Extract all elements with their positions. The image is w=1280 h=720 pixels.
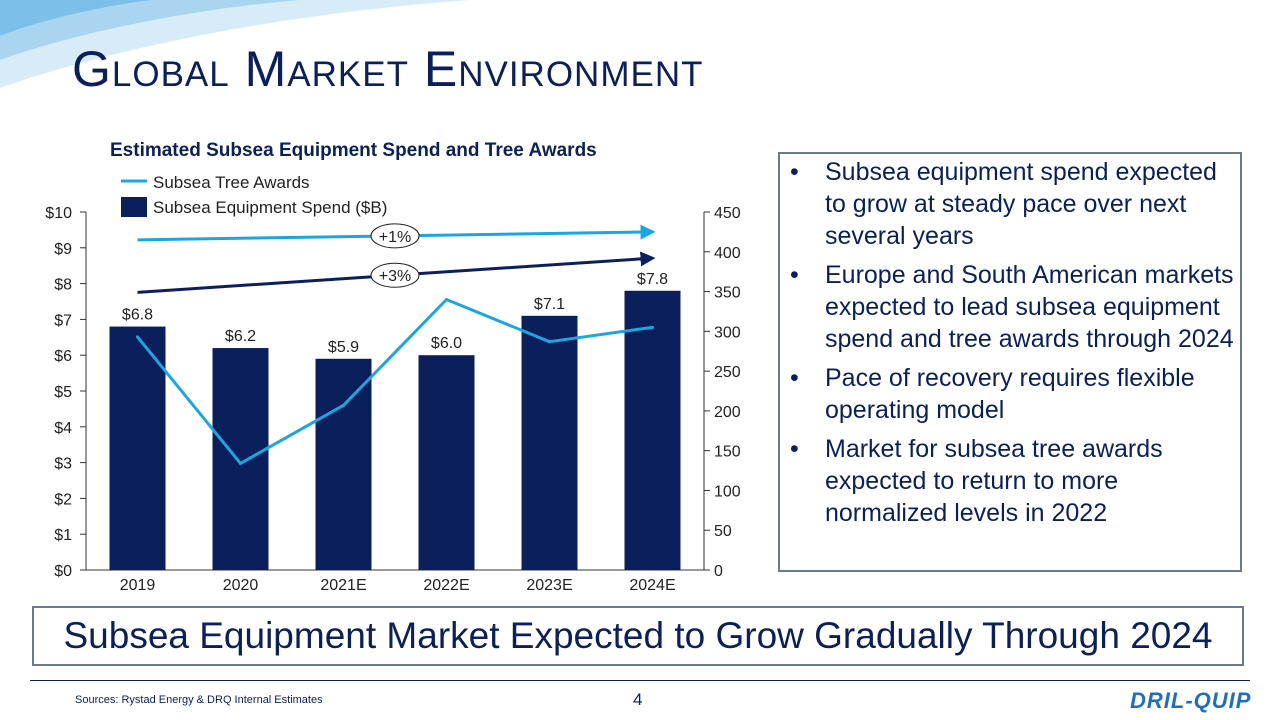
bullet-item: • Pace of recovery requires flexible ope…: [780, 362, 1240, 426]
bullet-item: • Subsea equipment spend expected to gro…: [780, 156, 1240, 252]
x-tick-label: 2024E: [629, 577, 675, 594]
bullet-dot-icon: •: [790, 158, 799, 186]
page-title: Global Market Environment: [72, 41, 704, 97]
bar-data-label: $7.8: [637, 271, 668, 288]
bullet-text: Pace of recovery requires flexible opera…: [825, 364, 1195, 424]
right-tick-label: 350: [714, 285, 741, 302]
right-tick-label: 450: [714, 205, 741, 222]
right-tick-label: 50: [714, 523, 732, 540]
x-tick-label: 2021E: [320, 577, 366, 594]
footer-divider: [30, 680, 1250, 681]
x-tick-label: 2022E: [423, 577, 469, 594]
bar-data-label: $7.1: [534, 296, 565, 313]
bar-spend: [521, 315, 578, 570]
left-tick-label: $8: [54, 277, 72, 294]
left-tick-label: $9: [54, 241, 72, 258]
page-number: 4: [633, 690, 643, 709]
bullet-dot-icon: •: [790, 364, 799, 392]
bar-data-label: $6.2: [225, 328, 256, 345]
tree-awards-point: [239, 461, 242, 465]
swoosh-mid: [0, 0, 300, 60]
bar-data-label: $5.9: [328, 339, 359, 356]
bar-spend: [418, 355, 475, 570]
tree-awards-point: [445, 298, 448, 302]
swoosh-dark: [0, 0, 150, 36]
left-tick-label: $2: [54, 491, 72, 508]
left-tick-label: $1: [54, 527, 72, 544]
x-tick-label: 2020: [223, 577, 259, 594]
key-points-box: • Subsea equipment spend expected to gro…: [778, 152, 1242, 572]
bullet-text: Europe and South American markets expect…: [825, 261, 1234, 353]
trend-badge: [370, 223, 420, 249]
tree-awards-point: [342, 403, 345, 407]
right-tick-label: 250: [714, 364, 741, 381]
bullet-item: • Europe and South American markets expe…: [780, 259, 1240, 355]
x-tick-label: 2023E: [526, 577, 572, 594]
right-tick-label: 100: [714, 483, 741, 500]
left-tick-label: $7: [54, 312, 72, 329]
right-tick-label: 150: [714, 444, 741, 461]
bar-data-label: $6.8: [122, 307, 153, 324]
headline-box: Subsea Equipment Market Expected to Grow…: [32, 606, 1244, 666]
chart-title: Estimated Subsea Equipment Spend and Tre…: [110, 140, 597, 161]
source-note: Sources: Rystad Energy & DRQ Internal Es…: [75, 694, 323, 706]
tree-awards-point: [651, 325, 654, 329]
tree-awards-point: [136, 335, 139, 339]
left-tick-label: $4: [54, 420, 72, 437]
left-tick-label: $3: [54, 456, 72, 473]
bullet-list: • Subsea equipment spend expected to gro…: [780, 156, 1240, 536]
tree-awards-point: [548, 340, 551, 344]
right-tick-label: 300: [714, 324, 741, 341]
bullet-dot-icon: •: [790, 435, 799, 463]
bullet-text: Subsea equipment spend expected to grow …: [825, 158, 1217, 250]
right-tick-label: 0: [714, 563, 723, 580]
bullet-item: • Market for subsea tree awards expected…: [780, 433, 1240, 529]
bar-spend: [212, 348, 269, 570]
headline-text: Subsea Equipment Market Expected to Grow…: [63, 615, 1213, 656]
trend-badge-label: +3%: [379, 268, 411, 285]
left-tick-label: $10: [45, 205, 72, 222]
right-tick-label: 200: [714, 404, 741, 421]
left-tick-label: $0: [54, 563, 72, 580]
trend-badge-label: +1%: [379, 229, 411, 246]
bar-spend: [109, 326, 166, 570]
left-tick-label: $6: [54, 348, 72, 365]
right-tick-label: 400: [714, 245, 741, 262]
legend-bar-swatch: [121, 197, 147, 217]
company-logo: DRIL-QUIP: [1130, 688, 1252, 713]
legend-label: Subsea Tree Awards: [153, 173, 310, 192]
bar-spend: [315, 358, 372, 570]
left-tick-label: $5: [54, 384, 72, 401]
legend-label: Subsea Equipment Spend ($B): [153, 198, 387, 217]
bar-spend: [624, 290, 681, 570]
bar-data-label: $6.0: [431, 335, 462, 352]
x-tick-label: 2019: [120, 577, 156, 594]
bullet-text: Market for subsea tree awards expected t…: [825, 435, 1163, 527]
bullet-dot-icon: •: [790, 261, 799, 289]
trend-badge: [370, 262, 420, 288]
tree-awards-line: [136, 298, 653, 465]
